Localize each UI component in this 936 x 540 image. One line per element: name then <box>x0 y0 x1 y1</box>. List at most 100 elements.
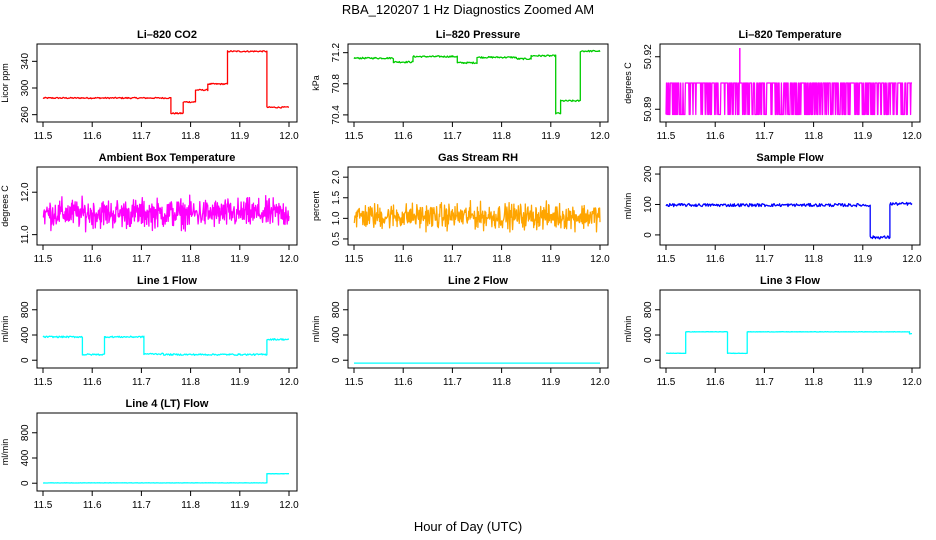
x-tick-label: 11.5 <box>34 377 53 388</box>
x-tick-label: 11.9 <box>230 254 249 265</box>
x-tick-label: 11.5 <box>345 377 364 388</box>
data-series-line <box>665 82 913 116</box>
x-tick-label: 11.5 <box>34 254 53 265</box>
chart-title: Line 1 Flow <box>137 275 197 287</box>
x-tick-label: 11.9 <box>541 254 560 265</box>
x-tick-label: 11.7 <box>132 500 151 511</box>
y-tick-label: 400 <box>331 326 342 343</box>
y-axis-label: ml/min <box>0 439 10 466</box>
figure-title: RBA_120207 1 Hz Diagnostics Zoomed AM <box>342 2 594 17</box>
y-tick-label: 11.0 <box>20 225 31 244</box>
x-tick-label: 12.0 <box>279 131 299 142</box>
x-tick-label: 11.6 <box>706 254 725 265</box>
y-tick-label: 50.92 <box>643 44 654 69</box>
y-tick-label: 800 <box>20 424 31 441</box>
x-tick-label: 11.8 <box>181 131 200 142</box>
x-tick-label: 11.6 <box>83 254 102 265</box>
x-tick-label: 11.7 <box>132 377 151 388</box>
y-tick-label: 800 <box>20 301 31 318</box>
x-tick-label: 11.8 <box>804 377 823 388</box>
y-tick-label: 0 <box>20 480 31 486</box>
x-tick-label: 11.7 <box>755 377 774 388</box>
chart-title: Li–820 Temperature <box>738 29 841 41</box>
x-tick-label: 11.9 <box>853 377 872 388</box>
y-tick-label: 50.89 <box>643 96 654 121</box>
plot-frame <box>36 289 298 369</box>
x-tick-label: 11.7 <box>443 254 462 265</box>
plot-frame <box>36 166 298 246</box>
x-tick-label: 11.7 <box>132 254 151 265</box>
y-tick-label: 71.2 <box>331 42 342 62</box>
y-tick-label: 400 <box>20 326 31 343</box>
x-tick-label: 11.5 <box>657 131 676 142</box>
x-tick-label: 11.7 <box>443 131 462 142</box>
y-tick-label: 1.0 <box>331 211 342 225</box>
x-tick-label: 11.9 <box>230 131 249 142</box>
x-tick-label: 11.9 <box>230 500 249 511</box>
chart-title: Line 2 Flow <box>448 275 508 287</box>
chart-panel: Li–820 Temperature degrees C 11.5 11.6 11.7 1… <box>623 29 922 142</box>
x-tick-label: 11.8 <box>181 254 200 265</box>
x-tick-label: 12.0 <box>590 377 610 388</box>
y-axis-label: Licor ppm <box>0 63 10 103</box>
chart-panel: Line 4 (LT) Flow ml/min 11.5 11.6 11.7 11.8 11… <box>0 398 299 511</box>
y-tick-label: 800 <box>331 301 342 318</box>
x-tick-label: 11.7 <box>132 131 151 142</box>
chart-panel: Line 2 Flow ml/min 11.5 11.6 11.7 11.8 11.9 12.… <box>311 275 610 388</box>
x-tick-label: 11.6 <box>394 131 413 142</box>
figure-x-axis-label: Hour of Day (UTC) <box>414 519 522 534</box>
chart-title: Sample Flow <box>756 152 824 164</box>
data-series-line <box>42 50 289 115</box>
x-tick-label: 12.0 <box>279 500 299 511</box>
x-tick-label: 11.8 <box>492 377 511 388</box>
chart-title: Li–820 CO2 <box>137 29 197 41</box>
y-axis-label: ml/min <box>0 316 10 343</box>
x-tick-label: 11.9 <box>853 131 872 142</box>
chart-panel: Li–820 Pressure kPa 11.5 11.6 11.7 11.8 11.9 12… <box>311 29 610 142</box>
chart-panel: Line 3 Flow ml/min 11.5 11.6 11.7 11.8 11.9 12.… <box>623 275 922 388</box>
chart-panel: Gas Stream RH percent 11.5 11.6 11.7 11.8 11.9… <box>311 152 610 265</box>
chart-panel: Sample Flow ml/min 11.5 11.6 11.7 11.8 11.9 12.… <box>623 152 922 265</box>
x-tick-label: 11.6 <box>83 377 102 388</box>
x-tick-label: 12.0 <box>902 131 922 142</box>
x-tick-label: 12.0 <box>902 254 922 265</box>
plot-frame <box>659 289 921 369</box>
plot-frame <box>36 43 298 123</box>
x-tick-label: 11.8 <box>804 131 823 142</box>
x-tick-label: 11.7 <box>755 131 774 142</box>
chart-title: Gas Stream RH <box>438 152 518 164</box>
plot-frame <box>347 43 609 123</box>
y-axis-label: kPa <box>311 75 321 91</box>
chart-panel: Line 1 Flow ml/min 11.5 11.6 11.7 11.8 11.9 12.… <box>0 275 299 388</box>
data-series-line <box>42 335 289 356</box>
y-tick-label: 300 <box>20 79 31 96</box>
chart-panel: Li–820 CO2 Licor ppm 11.5 11.6 11.7 11.8 11.9 1… <box>0 29 299 142</box>
y-tick-label: 0 <box>643 232 654 238</box>
y-axis-label: ml/min <box>311 316 321 343</box>
panel-grid: Li–820 CO2 Licor ppm 11.5 11.6 11.7 11.8 11.9 1… <box>0 29 922 511</box>
y-tick-label: 70.4 <box>331 105 342 125</box>
y-tick-label: 0 <box>20 357 31 363</box>
x-tick-label: 11.9 <box>541 131 560 142</box>
y-tick-label: 100 <box>643 196 654 213</box>
x-tick-label: 11.9 <box>853 254 872 265</box>
plot-frame <box>659 43 921 123</box>
data-series-line <box>42 194 290 233</box>
data-series-line <box>665 330 912 355</box>
y-tick-label: 200 <box>643 165 654 182</box>
chart-title: Li–820 Pressure <box>436 29 520 41</box>
chart-title: Ambient Box Temperature <box>99 152 236 164</box>
y-tick-label: 0 <box>331 357 342 363</box>
data-series-line <box>43 472 290 484</box>
plot-frame <box>347 166 609 246</box>
x-tick-label: 11.6 <box>706 377 725 388</box>
x-tick-label: 11.5 <box>657 377 676 388</box>
x-tick-label: 11.5 <box>345 131 364 142</box>
x-tick-label: 11.5 <box>34 131 53 142</box>
x-tick-label: 11.6 <box>394 377 413 388</box>
plot-frame <box>659 166 921 246</box>
x-tick-label: 11.8 <box>181 377 200 388</box>
x-tick-label: 11.6 <box>83 500 102 511</box>
x-tick-label: 11.6 <box>706 131 725 142</box>
